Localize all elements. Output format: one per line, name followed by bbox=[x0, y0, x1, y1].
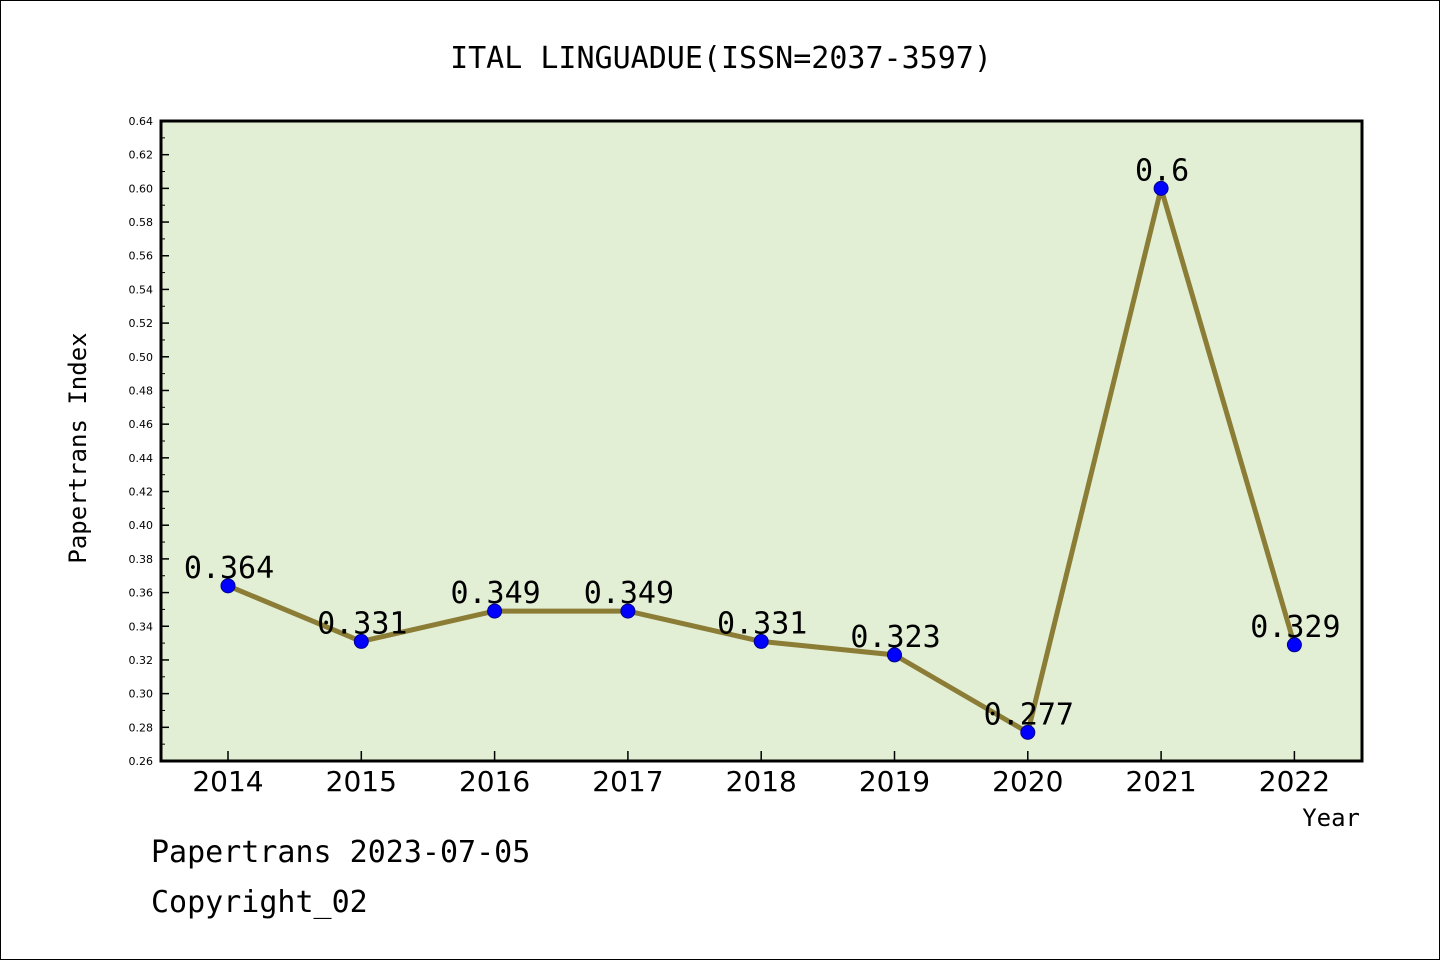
y-tick-label: 0.28 bbox=[129, 721, 154, 734]
x-axis-ticks: 2014 2015 2016 2017 2018 2019 2020 2021 2022 bbox=[192, 751, 1330, 798]
data-point bbox=[1286, 637, 1302, 653]
y-tick-label: 0.56 bbox=[129, 250, 154, 263]
y-axis-label: Papertrans Index bbox=[64, 332, 92, 563]
data-label: 0.6 bbox=[1135, 153, 1189, 188]
x-tick-label: 2021 bbox=[1125, 765, 1196, 798]
data-point bbox=[887, 647, 902, 663]
data-label: 0.349 bbox=[584, 576, 674, 611]
data-points bbox=[220, 180, 1302, 740]
data-point bbox=[753, 633, 769, 649]
y-tick-label: 0.62 bbox=[129, 149, 154, 162]
data-label: 0.331 bbox=[717, 606, 807, 641]
footer-copyright: Copyright_02 bbox=[151, 885, 368, 920]
y-tick-label: 0.36 bbox=[129, 587, 154, 600]
y-tick-label: 0.46 bbox=[129, 418, 154, 431]
data-label: 0.364 bbox=[184, 551, 274, 586]
x-tick-label: 2014 bbox=[192, 765, 263, 798]
y-tick-label: 0.42 bbox=[129, 486, 154, 499]
data-label: 0.323 bbox=[850, 620, 940, 655]
y-tick-label: 0.30 bbox=[129, 688, 154, 701]
data-label: 0.331 bbox=[317, 606, 407, 641]
y-tick-label: 0.54 bbox=[129, 283, 154, 296]
y-tick-label: 0.60 bbox=[129, 182, 154, 195]
data-point bbox=[620, 603, 636, 619]
y-axis-ticks: 0.26 0.28 0.30 0.32 0.34 0.36 0.38 0.40 0.42 0.44… bbox=[129, 115, 169, 768]
x-tick-label: 2016 bbox=[459, 765, 530, 798]
data-label: 0.277 bbox=[984, 697, 1074, 732]
data-point bbox=[220, 578, 236, 594]
footer-date: Papertrans 2023-07-05 bbox=[151, 835, 531, 870]
x-axis-label: Year bbox=[1302, 804, 1360, 832]
y-tick-label: 0.44 bbox=[129, 452, 154, 465]
y-tick-label: 0.58 bbox=[129, 216, 154, 229]
y-tick-label: 0.48 bbox=[129, 384, 154, 397]
x-tick-label: 2019 bbox=[859, 765, 930, 798]
data-point bbox=[353, 633, 369, 649]
data-label: 0.329 bbox=[1250, 610, 1340, 645]
data-point bbox=[487, 603, 503, 619]
y-tick-label: 0.64 bbox=[129, 115, 154, 128]
x-tick-label: 2018 bbox=[726, 765, 797, 798]
y-tick-label: 0.52 bbox=[129, 317, 154, 330]
y-tick-label: 0.26 bbox=[129, 755, 154, 768]
x-tick-label: 2020 bbox=[992, 765, 1063, 798]
chart-title: ITAL LINGUADUE(ISSN=2037-3597) bbox=[450, 41, 992, 76]
y-tick-label: 0.32 bbox=[129, 654, 154, 667]
y-tick-label: 0.38 bbox=[129, 553, 154, 566]
y-tick-label: 0.50 bbox=[129, 351, 154, 364]
plot-area bbox=[159, 119, 1364, 763]
y-tick-label: 0.34 bbox=[129, 620, 154, 633]
data-label: 0.349 bbox=[450, 576, 540, 611]
y-tick-label: 0.40 bbox=[129, 519, 154, 532]
x-tick-label: 2015 bbox=[326, 765, 397, 798]
data-point bbox=[1153, 180, 1169, 196]
x-tick-label: 2017 bbox=[592, 765, 663, 798]
x-tick-label: 2022 bbox=[1259, 765, 1330, 798]
data-labels: 0.364 0.331 0.349 0.349 0.331 0.323 0.277 0.6 0.… bbox=[184, 153, 1341, 732]
data-point bbox=[1020, 724, 1036, 740]
